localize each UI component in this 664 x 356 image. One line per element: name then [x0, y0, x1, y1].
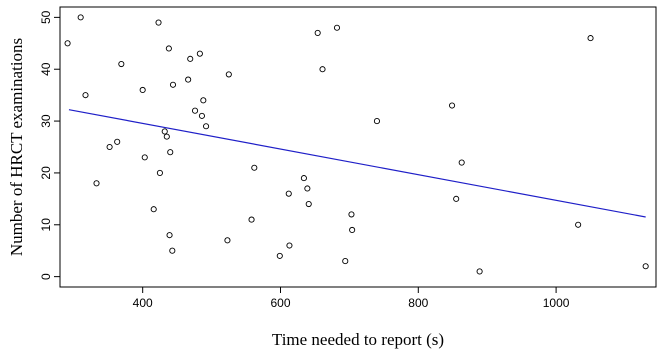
y-tick-label: 30 — [39, 114, 53, 128]
x-axis: 400 600 800 1000 — [133, 287, 570, 310]
data-points — [64, 14, 649, 275]
data-point — [118, 60, 125, 68]
data-point — [224, 237, 231, 244]
y-axis: 0 10 20 30 40 50 — [39, 10, 60, 280]
data-point — [64, 40, 71, 47]
x-tick-label: 400 — [133, 296, 153, 310]
data-point — [285, 190, 292, 197]
data-point — [300, 175, 307, 182]
data-point — [93, 180, 100, 187]
data-point — [200, 97, 207, 104]
data-point — [203, 123, 210, 130]
data-point — [166, 232, 173, 239]
data-point — [82, 92, 89, 99]
regression-line-group — [68, 109, 646, 218]
data-point — [169, 247, 176, 254]
data-point — [342, 258, 349, 265]
data-point — [169, 81, 177, 88]
data-point — [185, 76, 192, 83]
y-tick-label: 0 — [39, 273, 53, 280]
data-point — [304, 185, 311, 192]
data-point — [575, 221, 582, 228]
data-point — [286, 242, 293, 249]
data-point — [77, 14, 84, 21]
regression-line — [68, 109, 646, 218]
data-point — [163, 133, 170, 140]
data-point — [349, 226, 356, 234]
y-tick-label: 50 — [39, 10, 53, 24]
data-point — [155, 19, 162, 26]
data-point — [106, 143, 113, 151]
data-point — [165, 45, 172, 52]
data-point — [348, 211, 355, 218]
y-tick-label: 10 — [39, 218, 53, 232]
data-point — [642, 263, 649, 270]
x-tick-label: 800 — [408, 296, 428, 310]
plot-frame — [59, 6, 657, 288]
data-point — [156, 169, 163, 176]
x-tick-label: 1000 — [543, 296, 570, 310]
x-tick-label: 600 — [270, 296, 290, 310]
data-point — [225, 71, 232, 78]
data-point — [167, 149, 174, 156]
data-point — [114, 138, 121, 145]
data-point — [187, 55, 194, 62]
data-point — [449, 102, 456, 109]
data-point — [453, 195, 460, 202]
data-point — [333, 24, 341, 31]
data-point — [458, 159, 465, 166]
data-point — [198, 112, 205, 119]
data-point — [314, 29, 321, 36]
y-tick-label: 20 — [39, 166, 53, 180]
data-point — [276, 252, 283, 259]
data-point — [150, 206, 157, 213]
data-point — [319, 66, 326, 73]
data-point — [248, 216, 255, 223]
data-point — [161, 128, 168, 135]
data-point — [373, 118, 380, 125]
data-point — [476, 268, 483, 275]
data-point — [305, 200, 312, 208]
x-axis-title: Time needed to report (s) — [272, 330, 444, 349]
data-point — [141, 154, 148, 161]
y-axis-title: Number of HRCT examinations — [7, 38, 26, 256]
data-point — [587, 35, 594, 42]
data-point — [139, 86, 146, 94]
data-point — [191, 107, 199, 114]
y-tick-label: 40 — [39, 62, 53, 76]
data-point — [196, 50, 203, 57]
data-point — [251, 164, 258, 171]
